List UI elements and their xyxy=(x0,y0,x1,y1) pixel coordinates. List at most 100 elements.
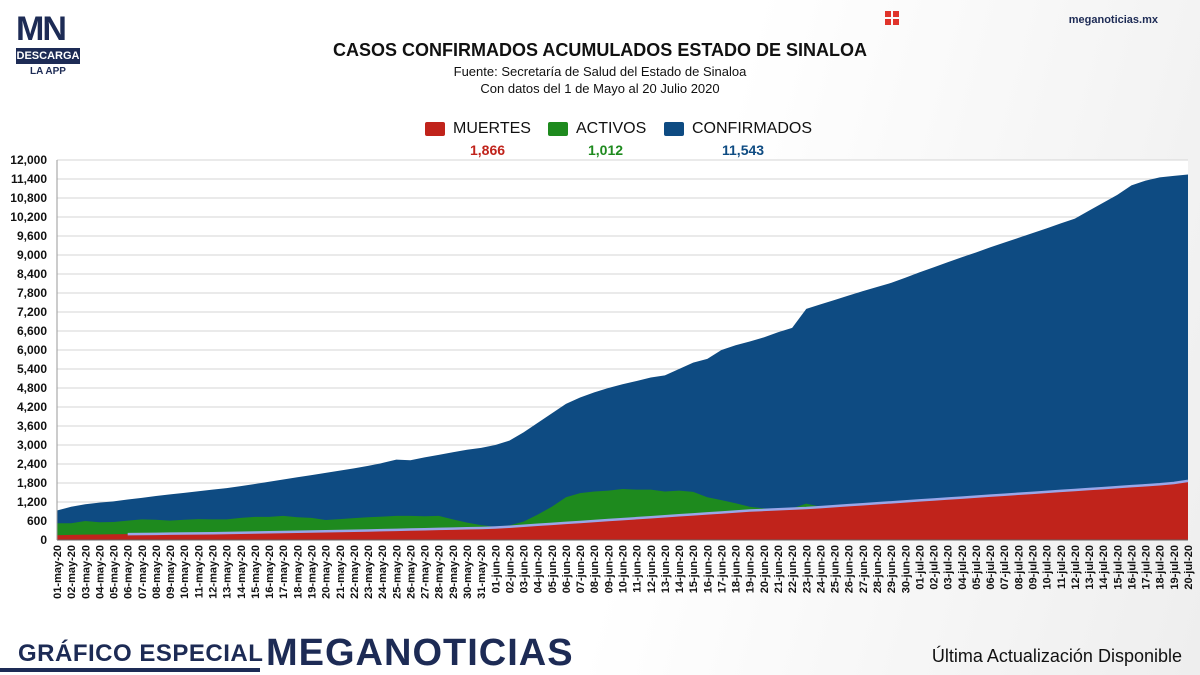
y-tick-label: 0 xyxy=(40,533,47,547)
x-tick-label: 20-jul-20 xyxy=(1183,545,1195,590)
y-tick-label: 7,800 xyxy=(17,286,47,300)
x-tick-label: 02-jul-20 xyxy=(929,545,941,590)
x-tick-label: 25-jun-20 xyxy=(830,545,842,593)
x-tick-label: 10-jun-20 xyxy=(618,545,630,593)
x-tick-label: 06-may-20 xyxy=(123,545,135,599)
x-tick-label: 19-jun-20 xyxy=(745,545,757,593)
x-tick-label: 24-may-20 xyxy=(377,545,389,599)
x-tick-label: 02-jun-20 xyxy=(504,545,516,593)
y-tick-label: 12,000 xyxy=(10,153,47,167)
x-tick-label: 13-may-20 xyxy=(222,545,234,599)
site-url[interactable]: meganoticias.mx xyxy=(1068,14,1158,26)
x-tick-label: 27-may-20 xyxy=(420,545,432,599)
legend-label-confirmados: CONFIRMADOS xyxy=(692,120,812,137)
x-tick-label: 16-jun-20 xyxy=(702,545,714,593)
x-tick-label: 18-jul-20 xyxy=(1155,545,1167,590)
x-tick-label: 15-jun-20 xyxy=(688,545,700,593)
y-tick-label: 2,400 xyxy=(17,457,47,471)
x-tick-label: 10-may-20 xyxy=(179,545,191,599)
footer-update-note: Última Actualización Disponible xyxy=(931,646,1182,666)
x-tick-label: 05-may-20 xyxy=(109,545,121,599)
x-tick-label: 10-jul-20 xyxy=(1042,545,1054,590)
y-tick-label: 3,000 xyxy=(17,438,47,452)
series-area-muertes xyxy=(57,480,1188,540)
x-tick-label: 23-may-20 xyxy=(363,545,375,599)
x-tick-label: 08-jun-20 xyxy=(589,545,601,593)
legend-swatch-confirmados xyxy=(664,122,684,136)
x-tick-label: 03-jul-20 xyxy=(943,545,955,590)
x-tick-label: 11-may-20 xyxy=(193,545,205,598)
x-tick-label: 08-jul-20 xyxy=(1013,545,1025,590)
x-tick-label: 07-jul-20 xyxy=(999,545,1011,590)
x-tick-label: 30-jun-20 xyxy=(900,545,912,593)
x-tick-label: 20-jun-20 xyxy=(759,545,771,593)
x-tick-label: 17-jun-20 xyxy=(717,545,729,593)
x-tick-label: 09-may-20 xyxy=(165,545,177,599)
x-tick-label: 25-may-20 xyxy=(391,545,403,599)
y-tick-label: 10,200 xyxy=(10,210,47,224)
x-tick-label: 19-jul-20 xyxy=(1169,545,1181,590)
legend-value-muertes: 1,866 xyxy=(470,142,506,158)
x-tick-label: 15-may-20 xyxy=(250,545,262,599)
legend: MUERTES 1,866 ACTIVOS 1,012 CONFIRMADOS … xyxy=(0,120,1200,160)
x-tick-label: 04-jun-20 xyxy=(533,545,545,593)
x-tick-label: 27-jun-20 xyxy=(858,545,870,593)
x-tick-label: 03-jun-20 xyxy=(519,545,531,593)
legend-item-activos: ACTIVOS xyxy=(548,120,646,138)
area-chart: 0 600 1,200 1,800 2,400 3,000 3,600 4,200 4,800 5… xyxy=(10,153,1195,599)
x-tick-label: 07-may-20 xyxy=(137,545,149,599)
x-tick-label: 17-may-20 xyxy=(278,545,290,599)
x-tick-label: 24-jun-20 xyxy=(815,545,827,593)
y-tick-label: 1,800 xyxy=(17,476,47,490)
y-tick-label: 6,000 xyxy=(17,343,47,357)
x-tick-label: 29-may-20 xyxy=(448,545,460,599)
x-tick-label: 21-jun-20 xyxy=(773,545,785,593)
x-tick-label: 16-may-20 xyxy=(264,545,276,599)
x-tick-label: 01-jul-20 xyxy=(914,545,926,590)
legend-label-muertes: MUERTES xyxy=(453,120,531,137)
x-tick-label: 14-jul-20 xyxy=(1098,545,1110,590)
x-tick-label: 13-jun-20 xyxy=(660,545,672,593)
y-tick-label: 8,400 xyxy=(17,267,47,281)
x-tick-label: 12-jun-20 xyxy=(646,545,658,593)
x-tick-label: 22-may-20 xyxy=(349,545,361,599)
x-tick-label: 17-jul-20 xyxy=(1141,545,1153,590)
y-tick-label: 600 xyxy=(27,514,47,528)
x-tick-label: 01-may-20 xyxy=(52,545,64,599)
x-tick-label: 18-jun-20 xyxy=(731,545,743,593)
footer-special-label: GRÁFICO ESPECIAL xyxy=(18,640,264,667)
legend-label-activos: ACTIVOS xyxy=(576,120,647,137)
legend-item-muertes: MUERTES xyxy=(425,120,531,138)
y-tick-label: 3,600 xyxy=(17,419,47,433)
x-tick-label: 14-jun-20 xyxy=(674,545,686,593)
x-tick-label: 05-jul-20 xyxy=(971,545,983,590)
x-tick-label: 13-jul-20 xyxy=(1084,545,1096,590)
x-tick-label: 22-jun-20 xyxy=(787,545,799,593)
x-tick-label: 03-may-20 xyxy=(80,545,92,599)
x-tick-label: 15-jul-20 xyxy=(1112,545,1124,590)
x-tick-label: 28-jun-20 xyxy=(872,545,884,593)
chart-title: CASOS CONFIRMADOS ACUMULADOS ESTADO DE S… xyxy=(332,40,867,60)
x-tick-label: 09-jul-20 xyxy=(1028,545,1040,590)
y-tick-label: 11,400 xyxy=(11,172,47,186)
x-tick-label: 06-jun-20 xyxy=(561,545,573,593)
x-tick-label: 02-may-20 xyxy=(66,545,78,599)
x-tick-label: 11-jul-20 xyxy=(1056,545,1068,589)
logo-app-label: LA APP xyxy=(30,66,66,77)
logo-mn: MN xyxy=(16,10,67,48)
x-tick-label: 19-may-20 xyxy=(307,545,319,599)
x-tick-label: 26-may-20 xyxy=(405,545,417,599)
x-tick-label: 16-jul-20 xyxy=(1127,545,1139,590)
logo[interactable]: MN DESCARGA LA APP xyxy=(16,12,80,77)
y-tick-label: 5,400 xyxy=(17,362,47,376)
legend-swatch-activos xyxy=(548,122,568,136)
chart-date-range: Con datos del 1 de Mayo al 20 Julio 2020 xyxy=(480,81,720,96)
y-tick-label: 9,000 xyxy=(17,248,47,262)
x-tick-label: 01-jun-20 xyxy=(490,545,502,593)
x-tick-label: 23-jun-20 xyxy=(801,545,813,593)
legend-value-confirmados: 11,543 xyxy=(722,142,765,158)
x-tick-label: 21-may-20 xyxy=(335,545,347,599)
x-tick-label: 08-may-20 xyxy=(151,545,163,599)
x-tick-label: 07-jun-20 xyxy=(575,545,587,593)
legend-value-activos: 1,012 xyxy=(588,142,624,158)
